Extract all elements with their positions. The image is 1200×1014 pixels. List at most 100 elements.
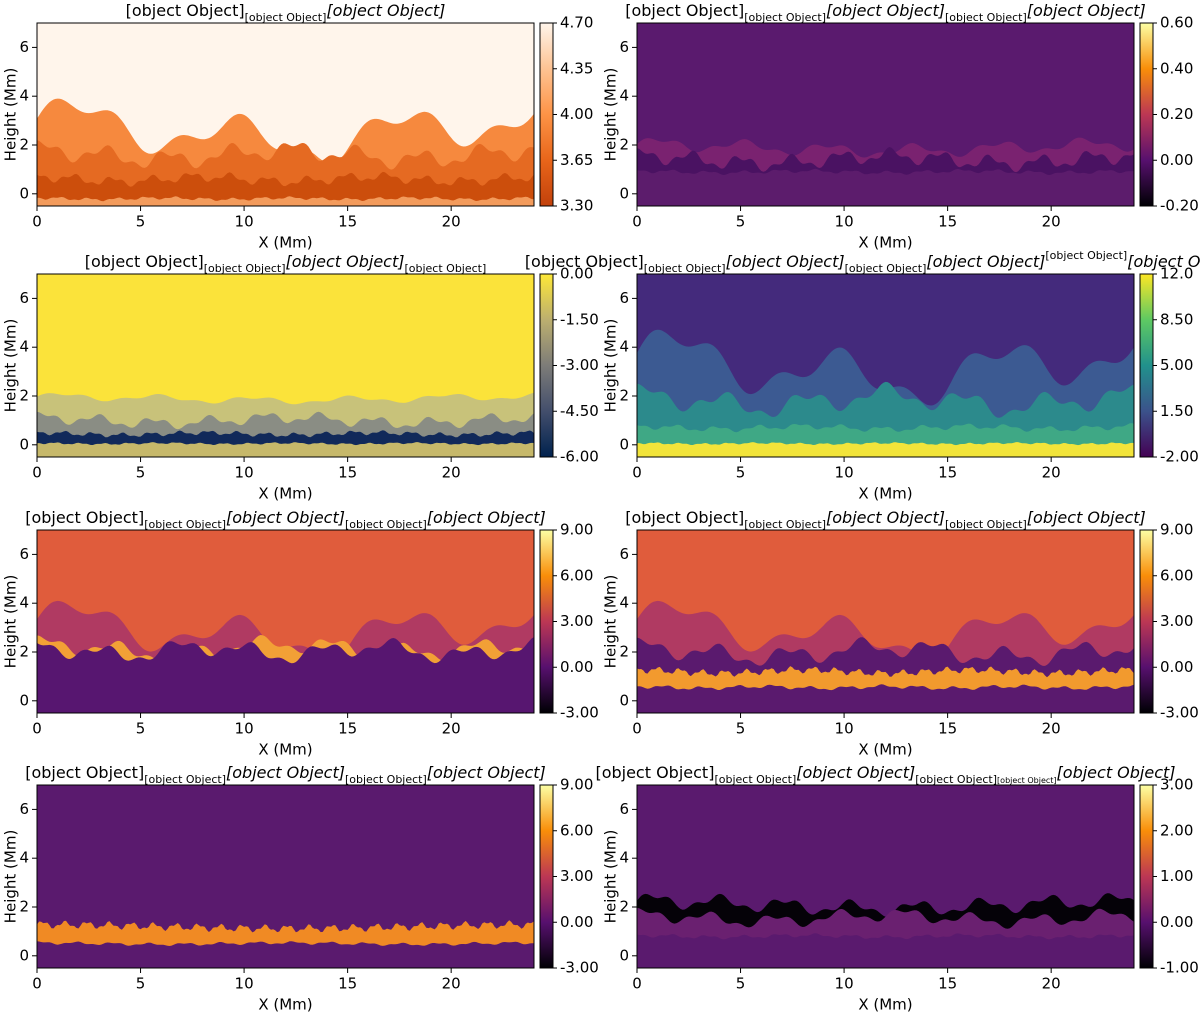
colorbar-tick-label: -1.50 — [560, 310, 599, 328]
field-layer — [637, 933, 1134, 968]
x-tick-label: 20 — [1042, 975, 1061, 993]
colorbar-tick-label: 3.65 — [560, 151, 593, 169]
y-axis-label: Height (Mm) — [2, 830, 20, 924]
x-tick-label: 20 — [1042, 464, 1061, 482]
y-tick-label: 4 — [619, 594, 629, 612]
panel: [object Object][object Object][object Ob… — [602, 1, 1199, 252]
y-tick-label: 2 — [619, 898, 629, 916]
colorbar — [1139, 22, 1154, 207]
title-part: [object Object] — [1057, 763, 1176, 782]
colorbar-tick-label: -2.00 — [1160, 448, 1199, 466]
colorbar-tick-label: 3.00 — [1160, 612, 1193, 630]
x-tick-label: 5 — [736, 720, 746, 738]
y-tick-label: 0 — [19, 691, 29, 709]
x-tick-label: 0 — [32, 464, 42, 482]
x-axis-label: X (Mm) — [258, 485, 312, 503]
colorbar-tick-label: 0.20 — [1160, 105, 1193, 123]
colorbar-tick-label: -6.00 — [560, 448, 599, 466]
colorbar — [539, 273, 554, 458]
title-part: [object Object] — [345, 518, 427, 531]
panel: [object Object][object Object][object Ob… — [2, 252, 599, 503]
x-tick-label: 15 — [338, 975, 357, 993]
title-part: [object Object] — [997, 776, 1057, 785]
y-axis-label: Height (Mm) — [602, 575, 620, 669]
x-tick-label: 15 — [338, 720, 357, 738]
x-tick-label: 5 — [136, 975, 146, 993]
colorbar-tick-label: 9.00 — [1160, 521, 1193, 539]
x-tick-label: 15 — [938, 213, 957, 231]
y-tick-label: 4 — [619, 87, 629, 105]
y-tick-label: 4 — [619, 338, 629, 356]
title-part: [object Object] — [144, 518, 226, 531]
y-tick-label: 0 — [619, 435, 629, 453]
y-tick-label: 2 — [19, 898, 29, 916]
x-tick-label: 15 — [338, 213, 357, 231]
colorbar-tick-label: 6.00 — [560, 821, 593, 839]
plot-frame — [36, 273, 535, 458]
colorbar-tick-label: 9.00 — [560, 521, 593, 539]
panel-title: [object Object][object Object][object Ob… — [25, 508, 546, 531]
x-tick-label: 10 — [835, 975, 854, 993]
panel-title: [object Object][object Object][object Ob… — [85, 252, 487, 275]
x-tick-label: 20 — [442, 464, 461, 482]
y-tick-label: 2 — [619, 643, 629, 661]
title-part: [object Object] — [915, 773, 997, 786]
title-part: [object Object] — [226, 763, 345, 782]
y-tick-label: 0 — [19, 435, 29, 453]
panel: [object Object][object Object][object Ob… — [2, 508, 599, 759]
x-tick-label: 10 — [835, 720, 854, 738]
title-part: [object Object] — [427, 508, 546, 527]
title-part: [object Object] — [144, 773, 226, 786]
colorbar-tick-label: 0.00 — [1160, 658, 1193, 676]
title-part: [object Object] — [345, 773, 427, 786]
title-part: [object Object] — [595, 763, 714, 782]
colorbar-tick-label: 0.00 — [560, 913, 593, 931]
colorbar-tick-label: 4.35 — [560, 59, 593, 77]
title-part: [object Object] — [926, 252, 1045, 271]
panel-title: [object Object][object Object][object Ob… — [126, 1, 446, 24]
field-layer — [37, 637, 534, 713]
title-part: [object Object] — [625, 1, 744, 20]
colorbar-tick-label: 3.00 — [560, 612, 593, 630]
colorbar — [1139, 273, 1154, 458]
title-part: [object Object] — [286, 252, 405, 271]
panel-title: [object Object][object Object][object Ob… — [625, 1, 1146, 24]
y-tick-label: 6 — [619, 38, 629, 56]
y-tick-label: 4 — [19, 87, 29, 105]
field-layer — [637, 684, 1134, 713]
title-part: [object Object] — [845, 262, 927, 275]
x-tick-label: 5 — [736, 464, 746, 482]
x-tick-label: 10 — [835, 213, 854, 231]
y-tick-label: 4 — [19, 594, 29, 612]
colorbar-tick-label: 0.00 — [1160, 151, 1193, 169]
colorbar-tick-label: 0.60 — [1160, 14, 1193, 32]
x-tick-label: 5 — [736, 975, 746, 993]
x-tick-label: 10 — [835, 464, 854, 482]
colorbar-tick-label: 8.50 — [1160, 310, 1193, 328]
y-axis-label: Height (Mm) — [602, 68, 620, 162]
y-tick-label: 2 — [19, 643, 29, 661]
x-axis-label: X (Mm) — [858, 485, 912, 503]
colorbar-tick-label: 3.00 — [1160, 776, 1193, 794]
colorbar-tick-label: -3.00 — [560, 704, 599, 722]
colorbar-tick-label: 3.00 — [560, 867, 593, 885]
title-part: [object Object] — [744, 11, 826, 24]
title-part: [object Object] — [796, 763, 915, 782]
colorbar-tick-label: 0.00 — [560, 658, 593, 676]
y-axis-label: Height (Mm) — [602, 830, 620, 924]
x-axis-label: X (Mm) — [858, 996, 912, 1014]
y-tick-label: 0 — [619, 184, 629, 202]
colorbar-tick-label: 5.00 — [1160, 356, 1193, 374]
colorbar-tick-label: 3.30 — [560, 197, 593, 215]
x-tick-label: 0 — [632, 975, 642, 993]
panel-title: [object Object][object Object][object Ob… — [25, 763, 546, 786]
colorbar-tick-label: -3.00 — [1160, 704, 1199, 722]
field-layer — [37, 941, 534, 968]
colorbar-tick-label: -3.00 — [560, 356, 599, 374]
panel-title: [object Object][object Object][object Ob… — [525, 249, 1200, 275]
y-tick-label: 0 — [619, 691, 629, 709]
title-part: [object Object] — [204, 262, 286, 275]
field-image — [637, 23, 1134, 206]
panel-title: [object Object][object Object][object Ob… — [595, 763, 1175, 786]
y-tick-label: 2 — [619, 387, 629, 405]
